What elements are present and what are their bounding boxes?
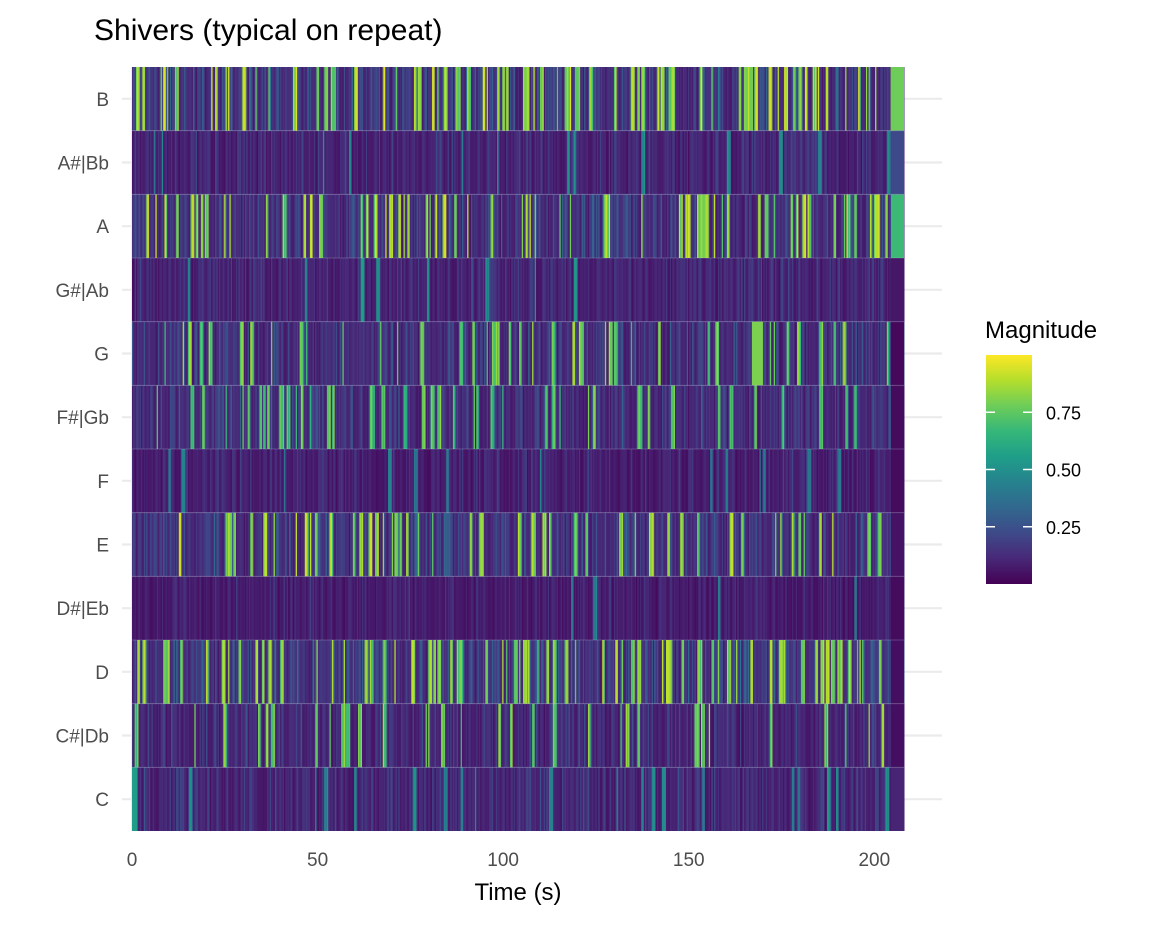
chart-title: Shivers (typical on repeat)	[94, 14, 443, 47]
heatmap-row	[132, 640, 905, 704]
heatmap-row	[132, 258, 905, 322]
heatmap-row	[132, 449, 905, 513]
heatmap-row	[132, 513, 905, 577]
heatmap-row	[132, 704, 905, 768]
heatmap-tiles	[132, 67, 905, 831]
heatmap-row	[132, 576, 905, 640]
heatmap-row	[132, 385, 905, 449]
heatmap-row	[132, 322, 905, 386]
heatmap-row	[132, 767, 905, 831]
